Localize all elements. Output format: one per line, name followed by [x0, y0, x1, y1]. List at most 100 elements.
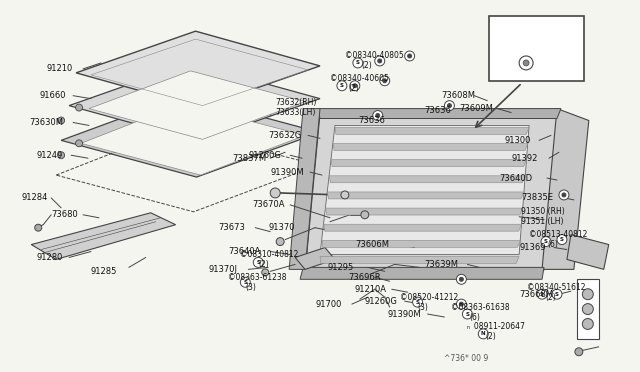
Text: 73606M: 73606M — [355, 240, 389, 249]
Text: 73636: 73636 — [358, 116, 385, 125]
Text: S: S — [555, 292, 559, 297]
Text: 91295: 91295 — [328, 263, 354, 272]
Polygon shape — [330, 176, 525, 183]
Circle shape — [404, 51, 415, 61]
Text: ©08340-40605: ©08340-40605 — [330, 74, 389, 83]
Text: 73633(LH): 73633(LH) — [275, 108, 316, 117]
Text: 91370: 91370 — [268, 223, 295, 232]
Text: 73640A: 73640A — [228, 247, 260, 256]
Text: 91700: 91700 — [315, 299, 341, 309]
Circle shape — [478, 329, 488, 339]
Circle shape — [444, 101, 454, 110]
Circle shape — [456, 299, 467, 309]
Text: (6): (6) — [469, 312, 480, 321]
Circle shape — [337, 81, 347, 91]
Text: HB: HB — [495, 21, 509, 31]
Text: ©08363-61638: ©08363-61638 — [451, 302, 510, 312]
Polygon shape — [320, 256, 519, 263]
Text: S: S — [465, 311, 469, 317]
Text: ₙ 08911-20647: ₙ 08911-20647 — [467, 323, 525, 331]
Text: ^736* 00 9: ^736* 00 9 — [444, 354, 489, 363]
Text: 73696R: 73696R — [348, 273, 381, 282]
Text: 91351 (LH): 91351 (LH) — [521, 217, 564, 226]
Circle shape — [262, 269, 269, 276]
Circle shape — [447, 104, 451, 108]
Circle shape — [460, 302, 463, 306]
Text: (2): (2) — [545, 293, 556, 302]
Text: S: S — [256, 260, 260, 265]
Text: 91210: 91210 — [46, 64, 72, 73]
Text: S: S — [560, 237, 564, 242]
Circle shape — [523, 60, 529, 66]
Text: S: S — [415, 299, 420, 305]
Circle shape — [552, 289, 562, 299]
Circle shape — [341, 191, 349, 199]
Circle shape — [376, 113, 380, 118]
Circle shape — [456, 274, 467, 284]
Polygon shape — [328, 192, 524, 199]
Text: ©08310-40812: ©08310-40812 — [241, 250, 299, 259]
Text: 91350 (RH): 91350 (RH) — [521, 207, 565, 216]
Circle shape — [383, 79, 387, 83]
Circle shape — [276, 238, 284, 246]
Circle shape — [58, 117, 65, 124]
Circle shape — [372, 110, 383, 121]
Circle shape — [408, 54, 412, 58]
Text: 91249: 91249 — [36, 151, 63, 160]
Circle shape — [378, 59, 381, 63]
Circle shape — [582, 304, 593, 315]
Circle shape — [460, 277, 463, 281]
Circle shape — [353, 84, 357, 88]
Text: 91392: 91392 — [511, 154, 538, 163]
Circle shape — [557, 235, 567, 244]
Circle shape — [361, 211, 369, 219]
Circle shape — [519, 56, 533, 70]
Circle shape — [35, 224, 42, 231]
Polygon shape — [289, 109, 320, 269]
Text: (3): (3) — [245, 283, 256, 292]
Circle shape — [541, 237, 551, 247]
Text: 91300: 91300 — [504, 136, 531, 145]
Text: S: S — [540, 292, 544, 297]
Text: 91370J: 91370J — [209, 265, 237, 274]
Text: ©08340-40805: ©08340-40805 — [345, 51, 404, 61]
Text: 73673: 73673 — [218, 223, 245, 232]
Text: S: S — [340, 83, 344, 88]
Circle shape — [559, 190, 569, 200]
Polygon shape — [320, 125, 529, 254]
Text: 73680: 73680 — [51, 210, 78, 219]
Polygon shape — [335, 128, 529, 134]
Polygon shape — [300, 267, 544, 279]
Text: ©08520-41212: ©08520-41212 — [399, 293, 458, 302]
Polygon shape — [89, 71, 305, 140]
Circle shape — [413, 297, 422, 307]
Text: 73630M: 73630M — [29, 118, 63, 127]
Text: 91260G: 91260G — [365, 296, 397, 306]
Text: 91260G: 91260G — [248, 151, 281, 160]
Circle shape — [76, 140, 83, 147]
Text: S: S — [243, 280, 247, 285]
Text: 73640D: 73640D — [499, 174, 532, 183]
Polygon shape — [318, 109, 561, 119]
Polygon shape — [577, 279, 599, 339]
Circle shape — [353, 58, 363, 68]
Text: 73608M: 73608M — [442, 91, 476, 100]
Polygon shape — [333, 144, 528, 151]
Polygon shape — [326, 208, 523, 215]
Polygon shape — [81, 104, 305, 175]
Text: 91369: 91369 — [519, 243, 546, 252]
Circle shape — [380, 76, 390, 86]
Polygon shape — [295, 247, 335, 269]
Text: 73639M: 73639M — [424, 260, 458, 269]
Bar — [489, 16, 584, 81]
Text: 91280: 91280 — [36, 253, 63, 262]
Text: 73837M: 73837M — [232, 154, 266, 163]
Text: 73636: 73636 — [424, 106, 451, 115]
Polygon shape — [69, 63, 320, 141]
Polygon shape — [324, 224, 522, 231]
Text: ©08340-51612: ©08340-51612 — [527, 283, 586, 292]
Circle shape — [270, 188, 280, 198]
Circle shape — [58, 152, 65, 159]
Polygon shape — [567, 235, 609, 269]
Polygon shape — [61, 96, 320, 177]
